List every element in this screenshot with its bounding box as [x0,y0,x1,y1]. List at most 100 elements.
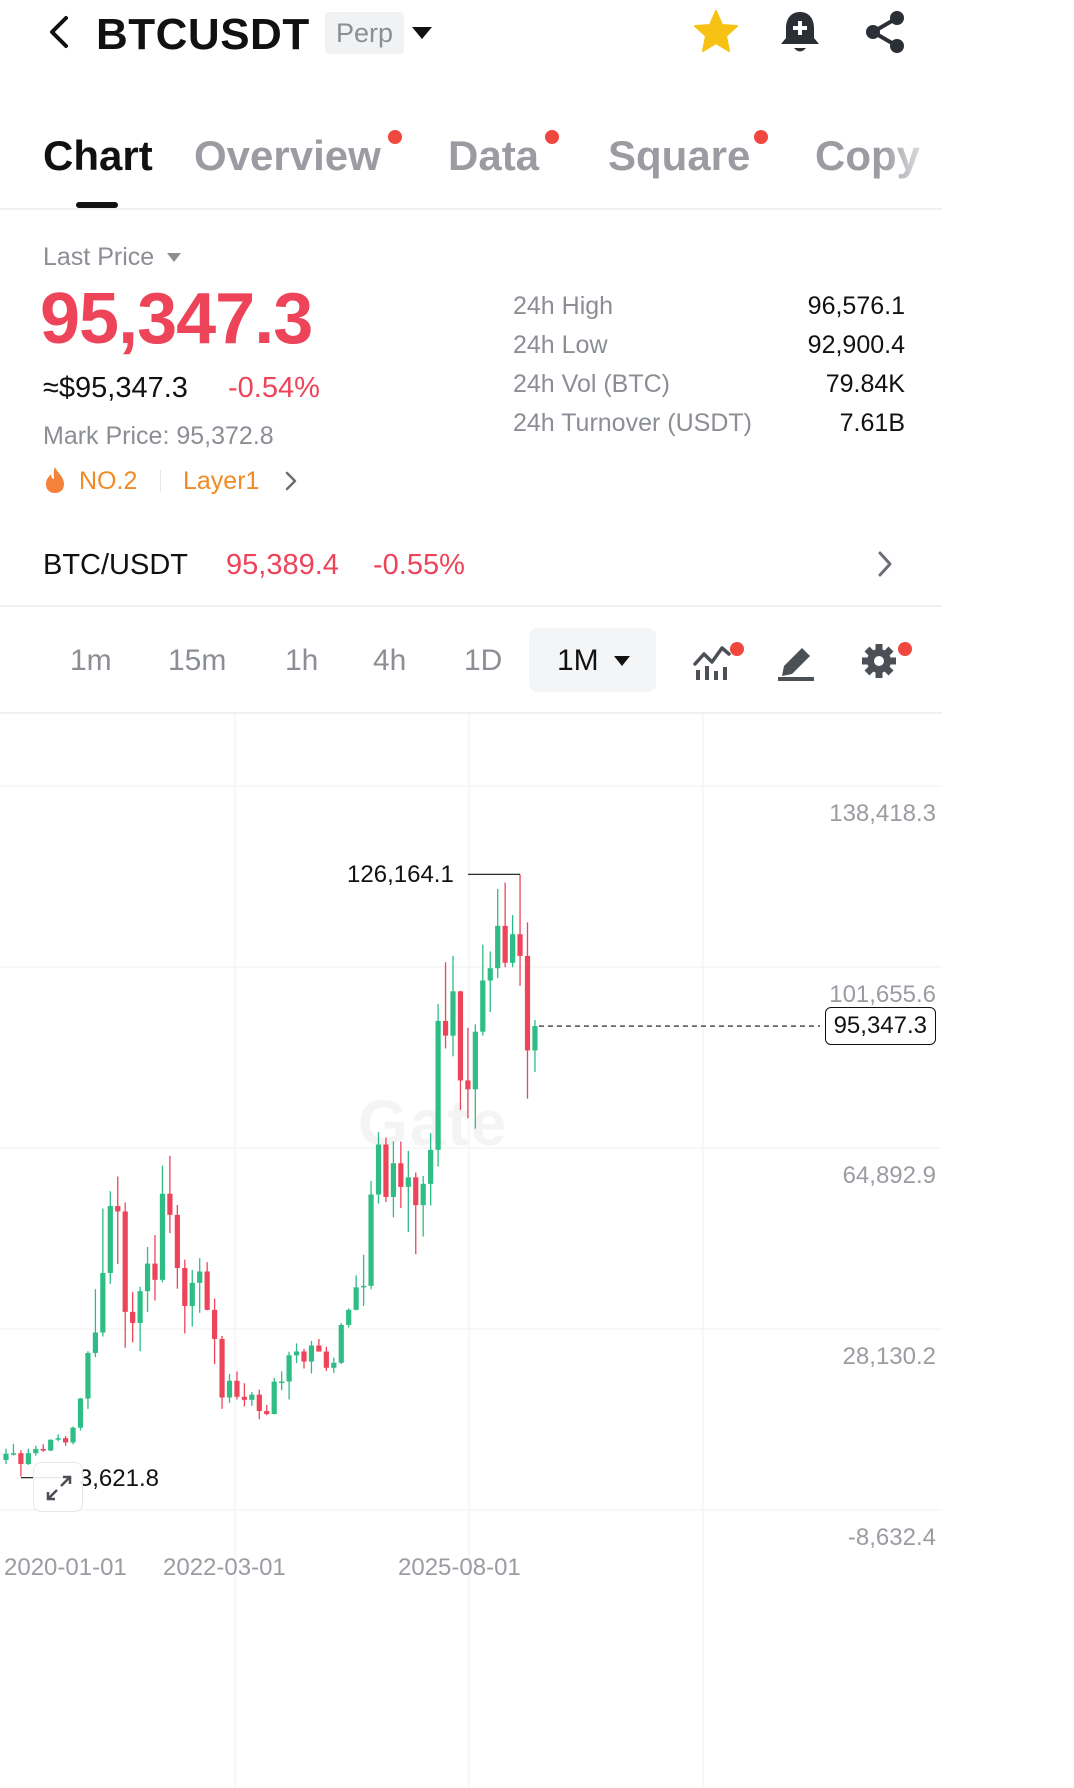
expand-chart-button[interactable] [33,1462,83,1512]
candle-body [502,925,508,963]
candle-body [204,1271,210,1310]
candle-body [293,1351,300,1356]
caret-down-icon[interactable] [167,253,181,262]
candle-body [77,1398,84,1428]
draw-pencil-icon[interactable] [776,638,816,682]
candle-body [130,1311,136,1323]
usd-price: ≈$95,347.3 [43,372,188,404]
candle-body [115,1205,121,1212]
y-tick-label: 64,892.9 [842,1162,936,1189]
notification-dot [545,130,559,144]
candle-body [226,1380,233,1398]
candle-body [338,1324,344,1363]
share-icon[interactable] [862,8,908,56]
fire-icon [46,467,64,493]
candle-body [33,1448,39,1454]
perp-badge: Perp [325,12,405,54]
rank-tag[interactable]: NO.2 [79,467,138,495]
stat-row: 24h Turnover (USDT) 7.61B [513,409,905,448]
candle-body [316,1345,322,1352]
candle-body [510,934,516,963]
candle-body [144,1263,151,1292]
spot-change: -0.55% [373,549,465,581]
candle-body [256,1394,262,1412]
active-tab-indicator [76,202,118,208]
mark-price: Mark Price: 95,372.8 [43,422,274,450]
candle-body [331,1362,337,1368]
candlestick-chart[interactable]: Gate 138,418.3 101,655.6 64,892.9 28,130… [0,714,942,1788]
interval-1M-button[interactable] [529,628,656,692]
stats-panel: 24h High 96,576.1 24h Low 92,900.4 24h V… [513,292,905,448]
candle-body [375,1144,382,1195]
chart-canvas[interactable] [0,714,942,1788]
candle-body [532,1026,538,1051]
caret-down-icon [614,656,630,666]
current-price-tag: 95,347.3 [824,1007,936,1046]
candle-body [383,1144,389,1197]
x-tick-label: 2020-01-01 [4,1554,127,1581]
candle-body [480,980,486,1032]
interval-1d[interactable]: 1D [464,644,503,677]
candle-body [197,1271,203,1283]
stat-value: 96,576.1 [807,292,905,320]
candle-body [301,1351,307,1362]
back-arrow-icon[interactable] [44,14,74,50]
candle-body [524,955,531,1051]
candle-body [435,1020,441,1150]
tab-bar: Chart Overview Data Square Copy [0,118,942,210]
interval-4h[interactable]: 4h [373,644,407,677]
last-price-label[interactable]: Last Price [43,243,155,271]
candle-body [137,1291,143,1323]
settings-gear-icon[interactable] [860,638,900,682]
candle-body [10,1453,17,1455]
y-tick-label: 101,655.6 [829,981,936,1008]
category-tag[interactable]: Layer1 [183,467,260,495]
candle-body [472,1031,478,1090]
candle-body [487,968,493,981]
y-tick-label: 138,418.3 [829,800,936,827]
candle-body [517,934,523,956]
candle-body [92,1332,98,1353]
stat-value: 7.61B [839,409,905,437]
notification-dot [754,130,768,144]
candle-body [18,1453,24,1464]
tab-data[interactable]: Data [448,132,540,179]
candle-body [167,1193,173,1215]
chevron-right-icon[interactable] [876,549,894,579]
candle-body [495,925,501,969]
candle-body [182,1268,188,1306]
tab-overview[interactable]: Overview [194,132,381,179]
notification-dot [898,642,912,656]
candle-body [241,1396,247,1400]
candle-body [107,1205,113,1273]
stat-value: 79.84K [825,370,905,398]
caret-down-icon[interactable] [411,26,433,40]
indicators-icon[interactable] [692,638,732,682]
app-screen: BTCUSDT Perp Chart Overview Data Squar [0,8,942,1788]
candle-body [55,1438,61,1440]
interval-1h[interactable]: 1h [285,644,319,677]
interval-15m[interactable]: 15m [168,644,227,677]
candle-body [442,1020,449,1036]
bell-plus-icon[interactable] [778,8,822,56]
symbol-title[interactable]: BTCUSDT [96,10,310,59]
stat-value: 92,900.4 [807,331,905,359]
candle-body [457,991,464,1081]
price-change-percent: -0.54% [228,372,320,404]
interval-1M-label: 1M [557,644,599,677]
candle-body [70,1427,76,1443]
x-tick-label: 2022-03-01 [163,1554,286,1581]
chevron-right-icon[interactable] [284,470,298,492]
spot-pair-row[interactable]: BTC/USDT 95,389.4 -0.55% [0,527,942,607]
notification-dot [388,130,402,144]
interval-1m[interactable]: 1m [70,644,112,677]
stat-row: 24h Vol (BTC) 79.84K [513,370,905,409]
candle-body [100,1272,106,1333]
tab-chart[interactable]: Chart [43,132,153,179]
stat-label: 24h Low [513,331,608,359]
star-icon[interactable] [692,8,740,56]
candle-body [346,1309,352,1325]
x-tick-label: 2025-08-01 [398,1554,521,1581]
candle-body [122,1211,128,1312]
tab-square[interactable]: Square [608,132,751,179]
